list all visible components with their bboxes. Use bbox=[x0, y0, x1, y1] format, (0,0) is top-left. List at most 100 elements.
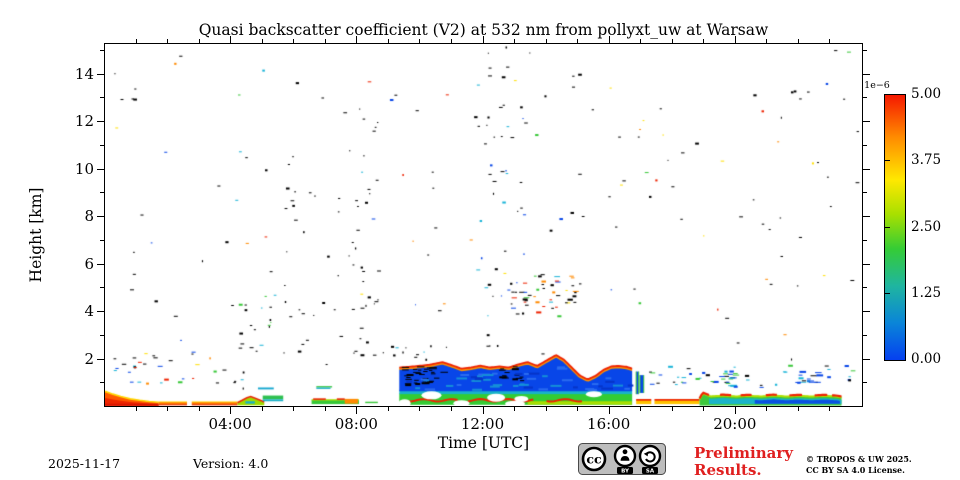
y-tick-label: 10 bbox=[74, 159, 94, 178]
axis-tick bbox=[734, 36, 736, 43]
axis-tick bbox=[863, 49, 867, 51]
axis-tick bbox=[100, 192, 104, 194]
axis-tick bbox=[482, 407, 484, 414]
by-label: BY bbox=[617, 467, 633, 475]
axis-tick bbox=[863, 216, 870, 218]
x-axis-label: Time [UTC] bbox=[437, 434, 530, 452]
x-tick-label: 08:00 bbox=[334, 415, 378, 433]
axis-tick bbox=[135, 407, 137, 411]
axis-tick bbox=[766, 407, 768, 411]
x-tick-label: 16:00 bbox=[587, 415, 631, 433]
axis-tick bbox=[829, 39, 831, 43]
copyright-line2: CC BY SA 4.0 License. bbox=[806, 465, 905, 475]
plot-area bbox=[104, 43, 863, 407]
colorbar-tick-label: 1.25 bbox=[911, 284, 942, 301]
y-tick-label: 2 bbox=[84, 349, 94, 368]
axis-tick bbox=[97, 73, 104, 75]
axis-tick bbox=[514, 407, 516, 411]
axis-tick bbox=[356, 36, 358, 43]
axis-tick bbox=[797, 407, 799, 411]
axis-tick bbox=[261, 407, 263, 411]
y-tick-label: 8 bbox=[84, 207, 94, 226]
svg-text:cc: cc bbox=[586, 452, 602, 467]
axis-tick bbox=[356, 407, 358, 414]
axis-tick bbox=[514, 39, 516, 43]
axis-tick bbox=[829, 407, 831, 411]
svg-text:BY: BY bbox=[621, 469, 630, 475]
axis-tick bbox=[387, 407, 389, 411]
preliminary-results-note: Preliminary Results. bbox=[694, 445, 793, 479]
colorbar-tick bbox=[885, 160, 890, 162]
axis-tick bbox=[198, 407, 200, 411]
axis-tick bbox=[608, 36, 610, 43]
colorbar-tick-label: 0.00 bbox=[911, 351, 942, 367]
axis-tick bbox=[97, 168, 104, 170]
axis-tick bbox=[167, 407, 169, 411]
axis-tick bbox=[671, 39, 673, 43]
by-person-icon bbox=[613, 444, 637, 468]
colorbar-tick-label: 3.75 bbox=[911, 152, 942, 169]
copyright-line1: © TROPOS & UW 2025. bbox=[806, 454, 912, 464]
axis-tick bbox=[97, 311, 104, 313]
axis-tick bbox=[863, 192, 867, 194]
axis-tick bbox=[797, 39, 799, 43]
axis-tick bbox=[419, 407, 421, 411]
axis-tick bbox=[863, 263, 870, 265]
axis-tick bbox=[608, 407, 610, 414]
y-axis-label: Height [km] bbox=[27, 187, 45, 283]
axis-tick bbox=[640, 407, 642, 411]
axis-tick bbox=[863, 144, 867, 146]
axis-tick bbox=[863, 73, 870, 75]
axis-tick bbox=[230, 36, 232, 43]
axis-tick bbox=[577, 39, 579, 43]
axis-tick bbox=[703, 407, 705, 411]
axis-tick bbox=[97, 121, 104, 123]
axis-tick bbox=[863, 239, 867, 241]
axis-tick bbox=[419, 39, 421, 43]
axis-tick bbox=[482, 36, 484, 43]
axis-tick bbox=[734, 407, 736, 414]
axis-tick bbox=[450, 39, 452, 43]
colorbar-tick-label: 5.00 bbox=[911, 86, 942, 102]
cc-by-sa-badge: cc BY SA bbox=[578, 443, 666, 475]
axis-tick bbox=[261, 39, 263, 43]
y-tick-label: 6 bbox=[84, 254, 94, 273]
axis-tick bbox=[293, 407, 295, 411]
colorbar-tick bbox=[885, 226, 890, 228]
axis-tick bbox=[100, 49, 104, 51]
axis-tick bbox=[230, 407, 232, 414]
x-tick-label: 04:00 bbox=[208, 415, 252, 433]
axis-tick bbox=[863, 121, 870, 123]
axis-tick bbox=[545, 407, 547, 411]
axis-tick bbox=[324, 407, 326, 411]
sa-label: SA bbox=[642, 467, 658, 475]
axis-tick bbox=[545, 39, 547, 43]
axis-tick bbox=[100, 382, 104, 384]
x-tick-label: 20:00 bbox=[713, 415, 757, 433]
axis-tick bbox=[577, 407, 579, 411]
axis-tick bbox=[324, 39, 326, 43]
axis-tick bbox=[387, 39, 389, 43]
axis-tick bbox=[100, 144, 104, 146]
preliminary-line1: Preliminary bbox=[694, 444, 793, 462]
colorbar-exponent-label: 1e−6 bbox=[864, 80, 890, 91]
axis-tick bbox=[863, 382, 867, 384]
axis-tick bbox=[100, 287, 104, 289]
colorbar-tick-label: 2.50 bbox=[911, 218, 942, 235]
colorbar bbox=[884, 94, 906, 361]
chart-title: Quasi backscatter coefficient (V2) at 53… bbox=[198, 21, 769, 39]
axis-tick bbox=[97, 263, 104, 265]
axis-tick bbox=[450, 407, 452, 411]
copyright-note: © TROPOS & UW 2025. CC BY SA 4.0 License… bbox=[806, 454, 912, 476]
axis-tick bbox=[293, 39, 295, 43]
axis-tick bbox=[671, 407, 673, 411]
y-tick-label: 14 bbox=[74, 64, 94, 83]
axis-tick bbox=[703, 39, 705, 43]
axis-tick bbox=[100, 239, 104, 241]
axis-tick bbox=[167, 39, 169, 43]
x-tick-label: 12:00 bbox=[460, 415, 505, 433]
y-tick-label: 12 bbox=[74, 112, 94, 131]
axis-tick bbox=[97, 358, 104, 360]
axis-tick bbox=[863, 168, 870, 170]
